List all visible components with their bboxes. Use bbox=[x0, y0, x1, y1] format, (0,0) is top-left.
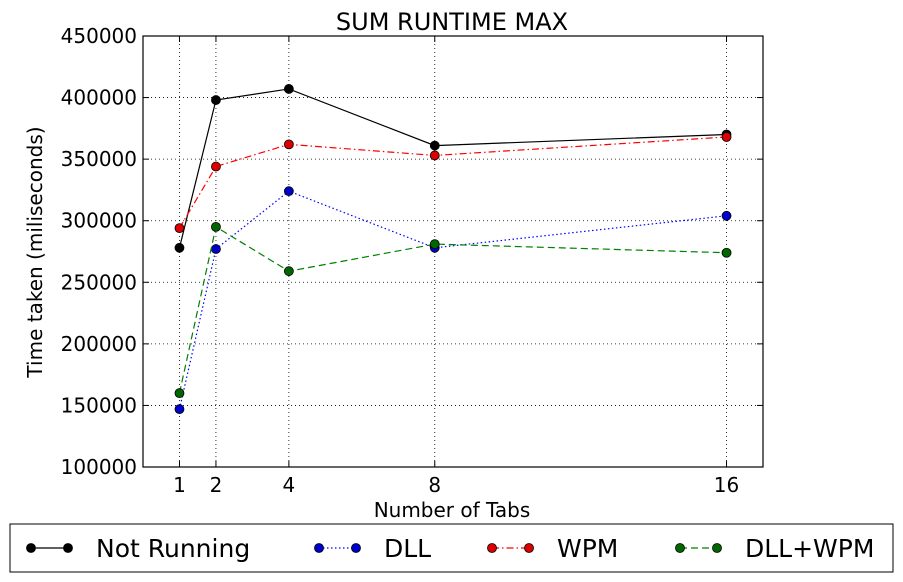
legend-item-dll: DLL bbox=[314, 534, 431, 563]
data-point-dll-wpm bbox=[174, 388, 185, 399]
data-point-not-running bbox=[211, 95, 221, 105]
legend-box bbox=[9, 523, 894, 573]
data-point-wpm bbox=[174, 223, 185, 234]
series-line-dll-wpm bbox=[178, 225, 727, 394]
data-point-not-running bbox=[283, 84, 294, 94]
y-tick-label: 200000 bbox=[61, 332, 137, 356]
x-tick-label: 8 bbox=[428, 473, 441, 497]
y-tick-label: 450000 bbox=[61, 24, 137, 48]
x-tick-label: 1 bbox=[173, 473, 186, 497]
legend-swatch-marker bbox=[314, 543, 324, 553]
legend-label: WPM bbox=[557, 534, 618, 563]
x-axis: 1 2 4 8 16 bbox=[173, 36, 739, 497]
legend-item-dll-wpm: DLL+WPM bbox=[675, 534, 874, 563]
data-point-dll-wpm bbox=[721, 247, 732, 258]
legend-swatch-marker bbox=[26, 543, 36, 553]
legend-label: Not Running bbox=[96, 534, 250, 563]
data-point-dll bbox=[283, 186, 294, 197]
x-tick-label: 2 bbox=[210, 473, 223, 497]
series-dll-wpm bbox=[174, 221, 732, 399]
series-line-not-running bbox=[178, 88, 727, 248]
series-not-running bbox=[174, 84, 732, 253]
chart-title: SUM RUNTIME MAX bbox=[336, 8, 568, 36]
legend: Not Running DLL WPM DLL+WPM bbox=[9, 523, 894, 573]
data-point-dll bbox=[721, 210, 732, 221]
data-point-wpm bbox=[429, 150, 440, 161]
legend-swatch-marker bbox=[487, 543, 497, 553]
series-wpm bbox=[174, 132, 732, 234]
data-point-dll-wpm bbox=[283, 266, 294, 277]
y-axis-label: Time taken (miliseconds) bbox=[23, 126, 47, 378]
y-tick-label: 350000 bbox=[61, 147, 137, 171]
legend-swatch-marker bbox=[675, 543, 685, 553]
data-point-dll-wpm bbox=[429, 239, 440, 250]
plot-frame bbox=[142, 35, 764, 468]
series-line-wpm bbox=[178, 136, 727, 229]
x-tick-label: 16 bbox=[714, 473, 739, 497]
y-tick-label: 100000 bbox=[61, 455, 137, 479]
series-layer bbox=[174, 84, 732, 415]
y-tick-label: 400000 bbox=[61, 86, 137, 110]
legend-swatch-marker bbox=[712, 543, 722, 553]
legend-swatch-marker bbox=[63, 543, 73, 553]
data-point-not-running bbox=[429, 140, 440, 151]
series-line-dll bbox=[178, 190, 727, 410]
data-point-wpm bbox=[721, 132, 732, 142]
data-point-wpm bbox=[211, 161, 221, 172]
legend-swatch-marker bbox=[524, 543, 534, 553]
data-point-wpm bbox=[283, 139, 294, 150]
legend-swatch-marker bbox=[351, 543, 361, 553]
y-tick-label: 150000 bbox=[61, 393, 137, 417]
legend-label: DLL+WPM bbox=[745, 534, 874, 563]
y-axis: 100000 150000 200000 250000 300000 350000 4000… bbox=[61, 24, 763, 479]
data-point-dll-wpm bbox=[211, 221, 221, 232]
data-point-dll bbox=[211, 244, 221, 254]
legend-label: DLL bbox=[384, 534, 431, 563]
y-tick-label: 300000 bbox=[61, 209, 137, 233]
data-point-dll bbox=[174, 404, 185, 415]
legend-item-wpm: WPM bbox=[487, 534, 618, 563]
x-axis-label: Number of Tabs bbox=[374, 498, 531, 522]
x-tick-label: 4 bbox=[283, 473, 296, 497]
y-tick-label: 250000 bbox=[61, 270, 137, 294]
legend-item-not-running: Not Running bbox=[26, 534, 250, 563]
data-point-not-running bbox=[174, 242, 185, 253]
